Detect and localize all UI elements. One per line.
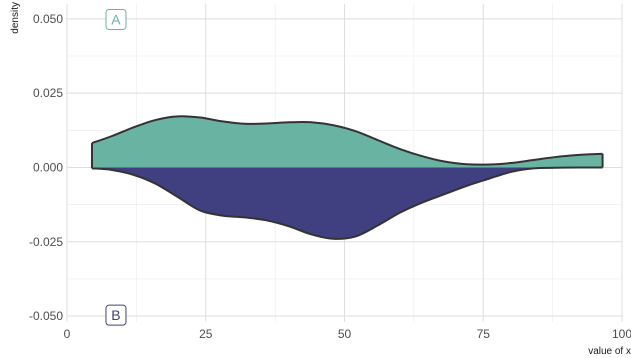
- x-tick-label: 50: [338, 327, 352, 341]
- y-tick-label: -0.050: [29, 309, 63, 323]
- density-outline-1: [91, 115, 603, 166]
- y-tick-label: 0.000: [33, 160, 63, 174]
- panel-label-box: [105, 304, 127, 326]
- x-axis-title: value of x: [588, 346, 631, 357]
- y-tick-label: 0.050: [33, 12, 63, 26]
- x-tick-label: 25: [199, 327, 213, 341]
- y-axis-ticks: -0.050 -0.025 0.000 0.025 0.050: [29, 12, 63, 323]
- x-tick-label: 75: [477, 327, 491, 341]
- panel-label-box: [105, 8, 127, 30]
- density-outline-2: [91, 166, 603, 240]
- x-tick-label: 0: [64, 327, 71, 341]
- y-axis-title: density: [10, 2, 21, 34]
- y-tick-label: 0.025: [33, 86, 63, 100]
- panel-label: B: [111, 307, 120, 323]
- density-area-fill-1: [91, 116, 603, 168]
- grid-lines: [66, 4, 623, 322]
- x-tick-label: 100: [612, 327, 631, 341]
- panel-label: A: [111, 11, 121, 27]
- density-areas: [90, 115, 604, 240]
- density-area-fill-2: [91, 167, 603, 239]
- y-tick-label: -0.025: [29, 235, 63, 249]
- x-axis-ticks: 0 25 50 75 100: [64, 327, 631, 341]
- panel-labels: AB: [105, 8, 127, 326]
